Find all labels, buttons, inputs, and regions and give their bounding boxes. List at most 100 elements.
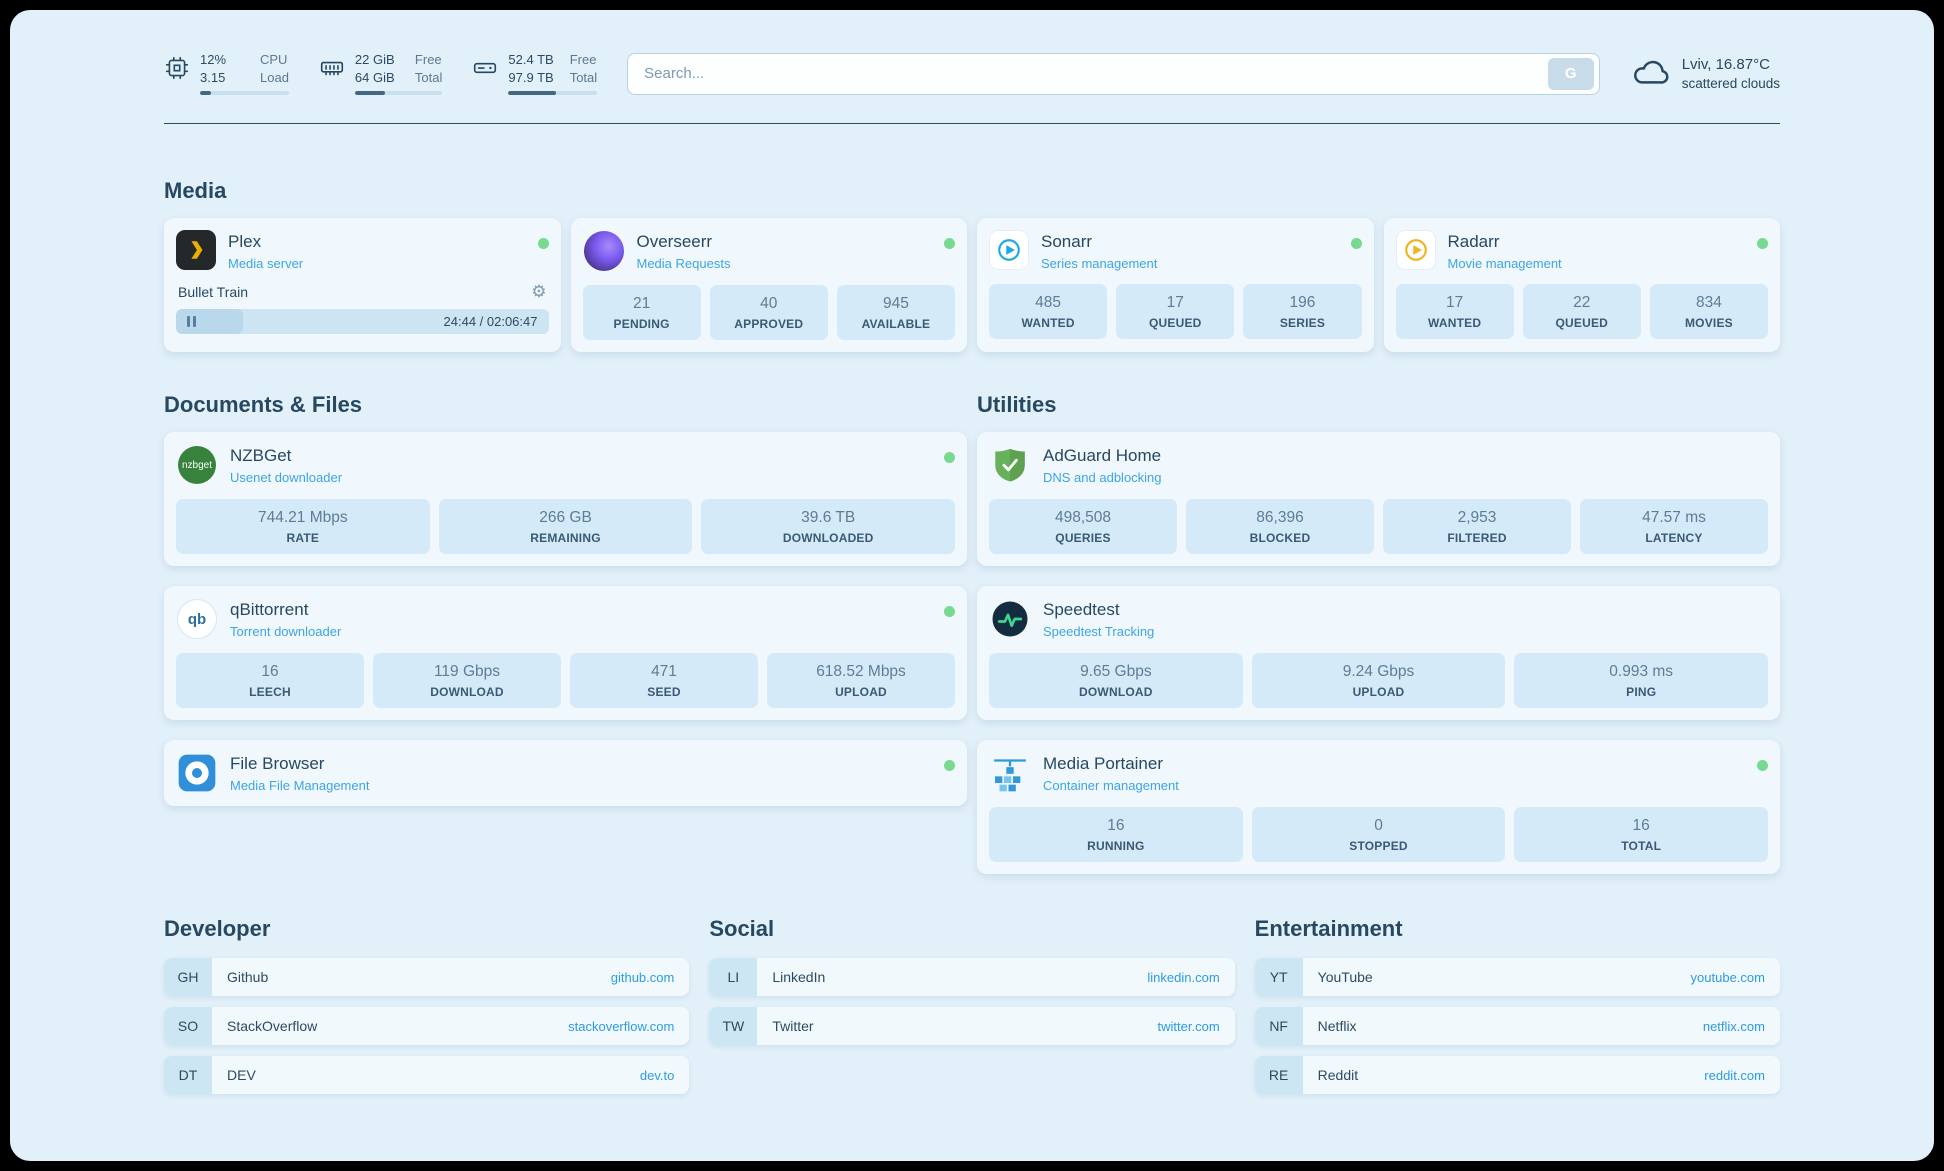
- stat-leech: 16 LEECH: [176, 653, 364, 708]
- stat-upload: 9.24 Gbps UPLOAD: [1251, 653, 1506, 708]
- bookmark-reddit[interactable]: RE Reddit reddit.com: [1254, 1056, 1780, 1094]
- bookmark-dev[interactable]: DT DEV dev.to: [164, 1056, 690, 1094]
- memory-free-value: 22 GiB: [354, 52, 395, 67]
- stat-label: PING: [1626, 685, 1657, 699]
- disk-free-value: 52.4 TB: [508, 52, 554, 67]
- bookmark-abbr: DT: [164, 1056, 212, 1094]
- service-card-overseerr[interactable]: Overseerr Media Requests 21 PENDING 40 A…: [570, 218, 967, 352]
- bookmark-netflix[interactable]: NF Netflix netflix.com: [1254, 1007, 1780, 1045]
- bookmark-stackoverflow[interactable]: SO StackOverflow stackoverflow.com: [164, 1007, 690, 1045]
- bookmark-url: linkedin.com: [1147, 969, 1220, 985]
- radarr-icon: [1395, 230, 1436, 270]
- weather-widget: Lviv, 16.87°C scattered clouds: [1630, 50, 1780, 97]
- stat-label: QUERIES: [1055, 531, 1111, 545]
- memory-widget: 22 GiB 64 GiB Free Total: [319, 52, 443, 95]
- section-title-developer: Developer: [164, 916, 271, 941]
- service-subtitle: Container management: [1043, 778, 1179, 793]
- service-card-plex[interactable]: Plex Media server Bullet Train ⚙ 24:44 /…: [164, 218, 561, 352]
- stat-label: QUEUED: [1555, 316, 1609, 330]
- status-dot: [1757, 238, 1768, 249]
- stat-wanted: 17 WANTED: [1395, 284, 1514, 339]
- status-dot: [537, 238, 549, 249]
- stat-seed: 471 SEED: [570, 653, 758, 708]
- bookmark-youtube[interactable]: YT YouTube youtube.com: [1254, 958, 1780, 996]
- status-dot: [944, 452, 955, 463]
- stat-value: 471: [651, 663, 677, 680]
- bookmark-url: stackoverflow.com: [568, 1018, 675, 1034]
- bookmark-abbr: YT: [1254, 958, 1303, 996]
- service-card-radarr[interactable]: Radarr Movie management 17 WANTED 22 QUE…: [1383, 218, 1780, 352]
- stat-value: 16: [1632, 817, 1650, 834]
- dashboard-page: 12% 3.15 CPU Load: [10, 10, 1934, 1161]
- service-subtitle: Media Requests: [636, 256, 731, 271]
- bookmark-group-entertainment: Entertainment YT YouTube youtube.com NF …: [1254, 916, 1780, 1105]
- bookmark-url: youtube.com: [1690, 969, 1765, 985]
- search-provider-button[interactable]: G: [1547, 57, 1594, 90]
- section-title-utilities: Utilities: [977, 392, 1057, 417]
- disk-icon: [472, 55, 498, 81]
- stat-label: RUNNING: [1087, 839, 1145, 853]
- stat-value: 485: [1035, 294, 1062, 311]
- speedtest-icon: [989, 598, 1031, 640]
- pause-button[interactable]: [176, 309, 244, 334]
- disk-total-value: 97.9 TB: [508, 70, 554, 85]
- service-card-portainer[interactable]: Media Portainer Container management 16 …: [977, 740, 1780, 874]
- media-grid: Plex Media server Bullet Train ⚙ 24:44 /…: [164, 218, 1780, 352]
- bookmark-url: netflix.com: [1702, 1018, 1765, 1034]
- stat-pending: 21 PENDING: [582, 285, 701, 340]
- bookmark-group-developer: Developer GH Github github.com SO StackO…: [164, 916, 690, 1105]
- stat-value: 17: [1445, 294, 1464, 311]
- section-title-media: Media: [164, 178, 227, 203]
- status-dot: [944, 238, 955, 249]
- disk-total-label: Total: [569, 70, 598, 85]
- stat-label: QUEUED: [1148, 316, 1202, 330]
- stat-stopped: 0 STOPPED: [1251, 807, 1506, 862]
- cloud-icon: [1630, 50, 1672, 97]
- bookmark-abbr: RE: [1254, 1056, 1303, 1094]
- stat-rate: 744.21 Mbps RATE: [176, 499, 430, 554]
- service-name: Speedtest: [1043, 600, 1120, 619]
- stat-ping: 0.993 ms PING: [1514, 653, 1769, 708]
- disk-progress-bar: [508, 91, 598, 95]
- gear-icon[interactable]: ⚙: [531, 282, 547, 301]
- stat-value: 618.52 Mbps: [816, 663, 906, 680]
- system-widgets: 12% 3.15 CPU Load: [164, 52, 598, 95]
- service-name: File Browser: [230, 754, 325, 773]
- bookmark-twitter[interactable]: TW Twitter twitter.com: [709, 1007, 1235, 1045]
- stat-value: 47.57 ms: [1642, 509, 1706, 526]
- memory-free-label: Free: [414, 52, 442, 67]
- bookmark-linkedin[interactable]: LI LinkedIn linkedin.com: [709, 958, 1235, 996]
- service-card-nzbget[interactable]: nzbget NZBGet Usenet downloader 744.21 M…: [164, 432, 967, 566]
- bookmark-name: DEV: [227, 1067, 256, 1083]
- service-card-qbittorrent[interactable]: qb qBittorrent Torrent downloader 16 LEE…: [164, 586, 967, 720]
- now-playing-title: Bullet Train: [178, 283, 249, 300]
- topbar: 12% 3.15 CPU Load: [164, 10, 1780, 97]
- stat-value: 16: [261, 663, 279, 680]
- service-card-sonarr[interactable]: Sonarr Series management 485 WANTED 17 Q…: [977, 218, 1374, 352]
- service-subtitle: Speedtest Tracking: [1043, 624, 1155, 639]
- stat-label: FILTERED: [1447, 531, 1507, 545]
- search-input[interactable]: [644, 65, 1548, 82]
- service-name: Sonarr: [1041, 232, 1093, 251]
- section-title-entertainment: Entertainment: [1254, 916, 1403, 941]
- playback-progress-bar[interactable]: 24:44 / 02:06:47: [176, 309, 549, 334]
- stat-label: SEED: [647, 685, 681, 699]
- bookmark-abbr: GH: [164, 958, 212, 996]
- section-title-documents: Documents & Files: [164, 392, 363, 417]
- adguard-shield-icon: [989, 444, 1031, 486]
- service-name: Radarr: [1447, 232, 1500, 251]
- service-card-adguard[interactable]: AdGuard Home DNS and adblocking 498,508 …: [977, 432, 1780, 566]
- bookmark-name: Twitter: [772, 1018, 814, 1034]
- service-card-speedtest[interactable]: Speedtest Speedtest Tracking 9.65 Gbps D…: [977, 586, 1780, 720]
- stat-label: LEECH: [249, 685, 291, 699]
- bookmark-github[interactable]: GH Github github.com: [164, 958, 690, 996]
- weather-condition: scattered clouds: [1681, 76, 1780, 91]
- bookmark-name: StackOverflow: [227, 1018, 318, 1034]
- stat-running: 16 RUNNING: [989, 807, 1243, 862]
- stat-value: 945: [882, 295, 909, 312]
- service-subtitle: Movie management: [1447, 256, 1562, 271]
- cpu-chip-icon: [164, 55, 190, 81]
- stat-filtered: 2,953 FILTERED: [1383, 499, 1571, 554]
- service-name: qBittorrent: [230, 600, 309, 619]
- service-card-filebrowser[interactable]: File Browser Media File Management: [164, 740, 967, 806]
